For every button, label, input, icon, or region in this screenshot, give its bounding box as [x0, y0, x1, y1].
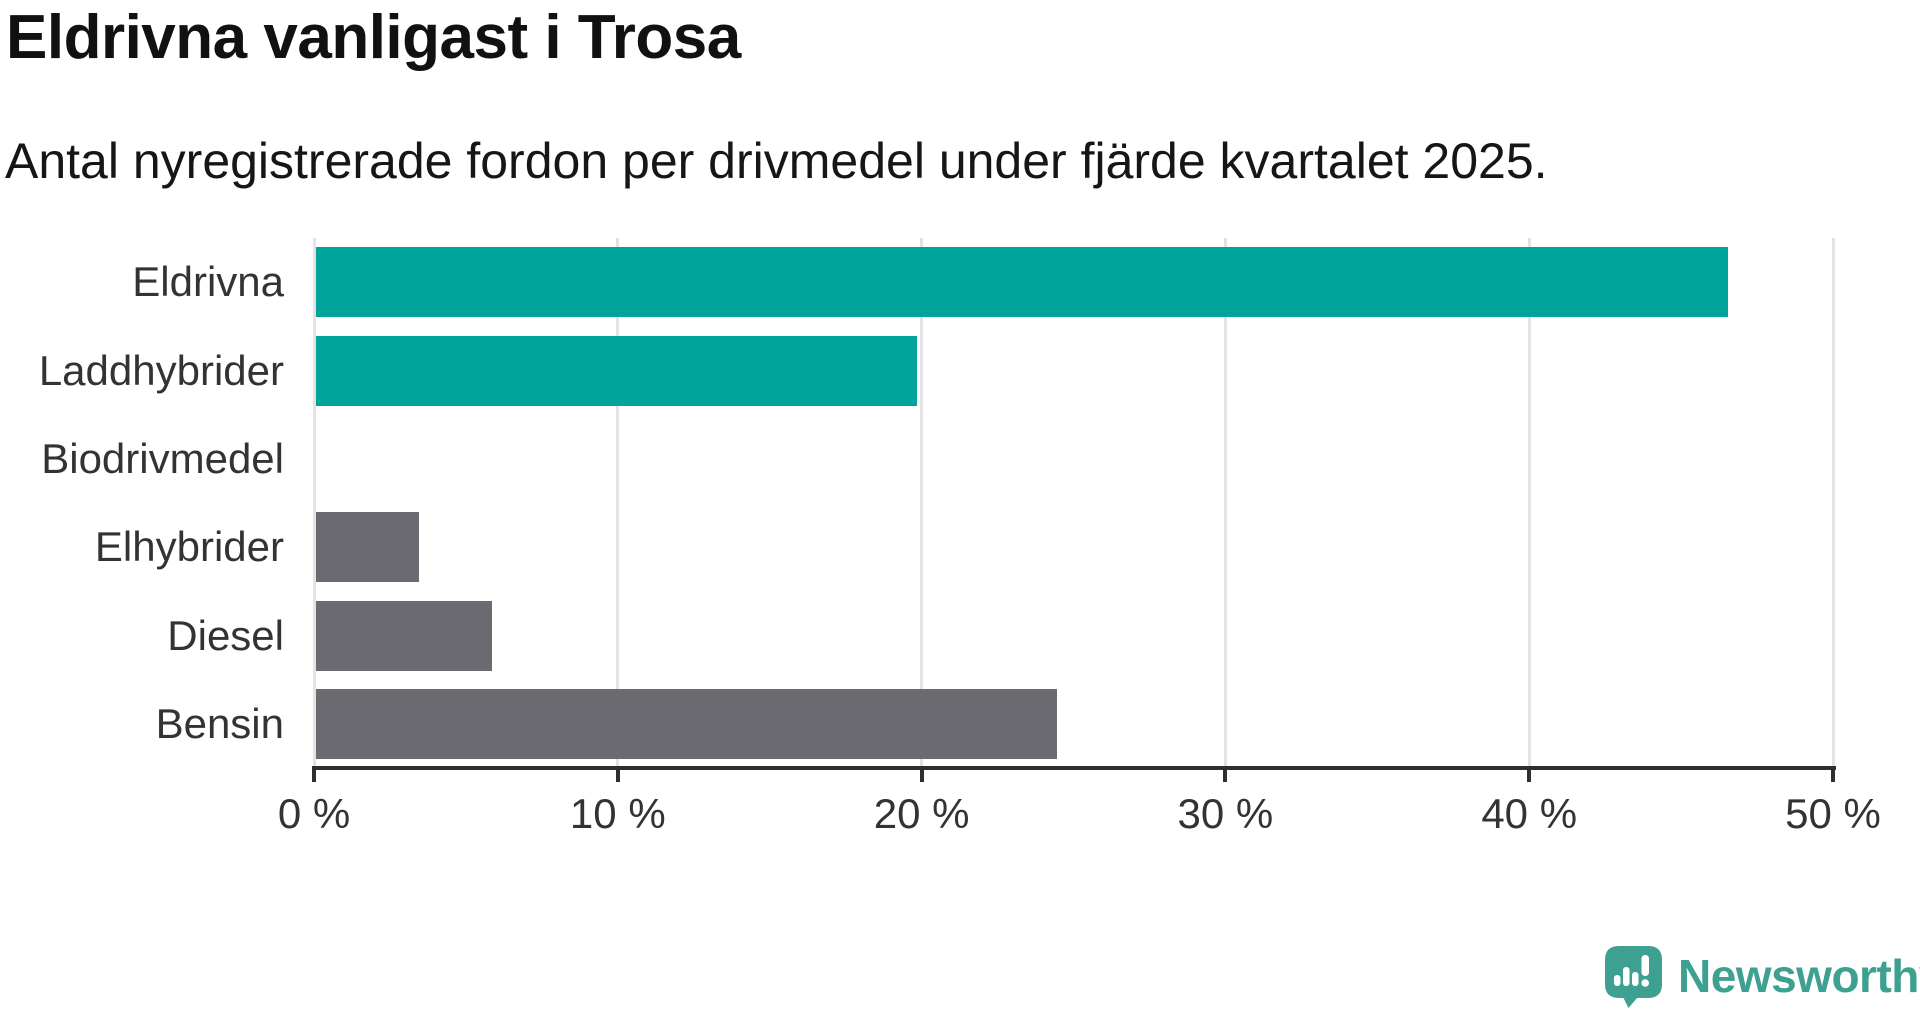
x-axis-tick-label: 30 % [1177, 790, 1274, 837]
newsworthy-brand-name: Newsworthy [1678, 950, 1920, 1002]
category-label-eldrivna: Eldrivna [132, 258, 284, 306]
chart-subtitle: Antal nyregistrerade fordon per drivmede… [5, 133, 1548, 189]
gridline [1223, 238, 1227, 768]
x-axis-tick [1527, 766, 1532, 782]
bar-eldrivna [315, 247, 1729, 318]
bar-laddhybrider [315, 335, 918, 406]
gridline [1527, 238, 1531, 768]
bar-elhybrider [315, 512, 419, 583]
x-axis-tick-label: 50 % [1785, 790, 1881, 837]
x-axis-tick [312, 766, 316, 782]
x-axis-tick-label: 40 % [1481, 790, 1578, 837]
category-label-laddhybrider: Laddhybrider [38, 346, 284, 394]
newsworthy-logo: Newsworthy [1605, 946, 1920, 1008]
x-axis-tick-label: 20 % [873, 790, 970, 837]
x-axis-tick [1223, 766, 1228, 782]
x-axis-tick [919, 766, 924, 782]
bar-diesel [315, 600, 492, 671]
x-axis-tick [1831, 766, 1835, 782]
bar-bensin [315, 688, 1057, 759]
x-axis-tick [615, 766, 620, 782]
gridline [920, 238, 924, 768]
gridline [616, 238, 620, 768]
chart-title: Eldrivna vanligast i Trosa [6, 3, 741, 72]
category-label-diesel: Diesel [167, 611, 284, 659]
gridline [1831, 238, 1835, 768]
category-label-bensin: Bensin [155, 699, 284, 747]
category-label-elhybrider: Elhybrider [94, 523, 284, 571]
category-label-biodrivmedel: Biodrivmedel [41, 434, 284, 482]
newsworthy-speech-bubble-chart-icon [1605, 946, 1662, 1008]
gridline [312, 238, 316, 768]
x-axis-line [312, 766, 1836, 770]
x-axis-tick-label: 0 % [277, 790, 351, 837]
x-axis-tick-label: 10 % [569, 790, 666, 837]
